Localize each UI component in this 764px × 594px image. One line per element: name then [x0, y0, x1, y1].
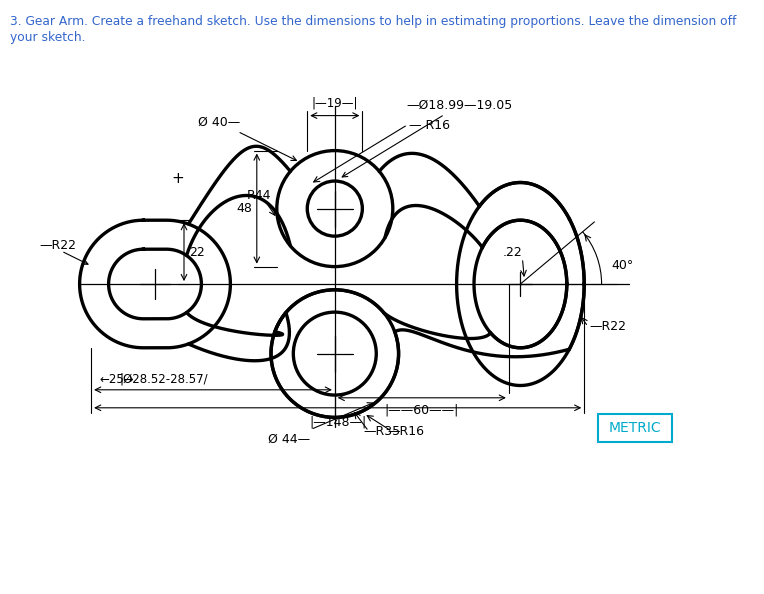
Text: 22: 22: [189, 245, 205, 258]
Text: —R16: —R16: [387, 425, 424, 438]
Text: 48: 48: [236, 202, 252, 215]
Text: |Ø28.52-28.57/: |Ø28.52-28.57/: [119, 373, 208, 386]
Text: — R16: — R16: [409, 119, 450, 132]
Text: 40°: 40°: [612, 259, 634, 272]
Text: +: +: [172, 171, 185, 186]
Text: |—19—|: |—19—|: [312, 97, 358, 110]
Text: Ø 40—: Ø 40—: [198, 116, 296, 160]
Text: |——60——|: |——60——|: [384, 404, 459, 417]
Text: your sketch.: your sketch.: [10, 31, 86, 44]
Text: R44: R44: [247, 189, 271, 201]
FancyBboxPatch shape: [598, 413, 672, 441]
Text: —Ø18.99—19.05: —Ø18.99—19.05: [342, 99, 513, 177]
Text: —R22: —R22: [39, 239, 76, 252]
Text: METRIC: METRIC: [609, 421, 662, 434]
Text: 3. Gear Arm. Create a freehand sketch. Use the dimensions to help in estimating : 3. Gear Arm. Create a freehand sketch. U…: [10, 15, 736, 28]
Text: Ø 44—: Ø 44—: [267, 403, 373, 446]
Text: ←25→: ←25→: [99, 373, 134, 386]
Text: —R35: —R35: [364, 425, 401, 438]
Text: —R22: —R22: [589, 320, 626, 333]
Text: .22: .22: [503, 246, 523, 259]
Text: |—148—|: |—148—|: [309, 416, 366, 429]
